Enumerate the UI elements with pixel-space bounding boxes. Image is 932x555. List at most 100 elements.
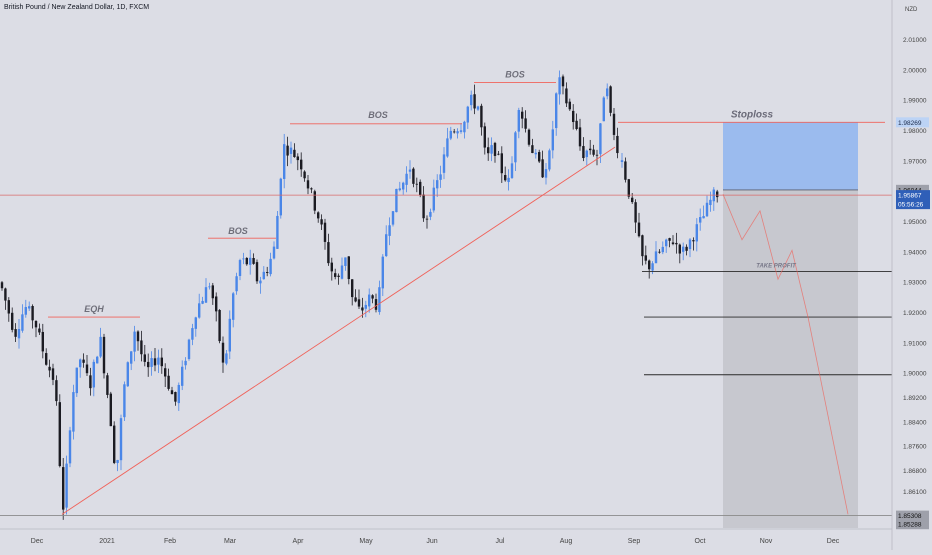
candle-body	[415, 183, 418, 185]
projection-path	[722, 194, 849, 515]
candle-body	[575, 120, 578, 129]
candle-body	[266, 272, 269, 273]
candle-body	[303, 171, 306, 179]
candle-body	[534, 152, 537, 155]
candle-body	[627, 179, 630, 197]
y-tick-label: 1.94000	[903, 249, 927, 256]
price-tag	[896, 510, 929, 521]
candle-body	[330, 262, 333, 272]
candle-body	[551, 129, 554, 151]
candle-body	[637, 222, 641, 237]
candle-body	[99, 336, 102, 357]
price-axis[interactable]	[892, 0, 932, 550]
candle-body	[456, 131, 459, 134]
candle-body	[578, 127, 582, 147]
candle-body	[334, 273, 337, 277]
candle-body	[58, 402, 61, 467]
candle-body	[181, 366, 184, 386]
candle-body	[531, 145, 534, 154]
candle-body	[153, 358, 157, 366]
candle-body	[187, 339, 191, 360]
candle-body	[340, 265, 344, 279]
candle-body	[624, 161, 627, 180]
candle-body	[493, 142, 497, 156]
current-price-label: 1.95867	[898, 193, 922, 200]
candle-body	[126, 362, 129, 387]
candle-body	[609, 86, 612, 113]
bos-label-3: BOS	[505, 70, 525, 80]
candle-body	[572, 110, 575, 123]
candle-body	[490, 145, 493, 154]
candle-body	[136, 331, 140, 342]
candle-body	[616, 135, 619, 154]
candle-body	[62, 467, 65, 510]
take-profit-zone[interactable]	[723, 189, 858, 528]
candle-body	[381, 256, 384, 289]
candle-body	[313, 191, 316, 211]
candle-body	[130, 351, 133, 364]
candle-body	[644, 255, 647, 261]
bos-label-1: BOS	[228, 226, 248, 236]
candle-body	[150, 358, 153, 367]
y-tick-label: 1.86100	[903, 489, 927, 496]
candle-body	[364, 304, 367, 309]
trendline[interactable]	[61, 146, 616, 515]
candle-body	[665, 239, 668, 247]
candle-body	[41, 331, 44, 352]
candle-body	[510, 163, 514, 178]
candle-body	[641, 235, 644, 257]
candle-body	[208, 286, 211, 288]
candle-body	[344, 257, 347, 266]
candle-body	[31, 306, 34, 321]
candle-body	[252, 258, 255, 264]
bos-label-2: BOS	[368, 110, 388, 120]
candle-body	[412, 168, 415, 184]
price-tag	[896, 519, 929, 530]
candle-body	[194, 317, 197, 329]
candle-body	[191, 328, 194, 340]
candle-body	[116, 459, 119, 464]
candle-body	[705, 202, 709, 217]
y-tick-label: 2.00000	[903, 67, 927, 74]
candle-body	[517, 109, 520, 132]
candle-body	[160, 357, 163, 367]
candle-body	[24, 307, 27, 315]
candle-body	[85, 364, 89, 374]
candle-body	[232, 293, 235, 320]
candle-body	[524, 118, 527, 129]
candle-body	[320, 219, 323, 225]
stop-loss-zone[interactable]	[723, 122, 858, 190]
y-tick-label: 1.97000	[903, 158, 927, 165]
candle-body	[272, 246, 276, 259]
candle-body	[65, 463, 68, 508]
candle-body	[695, 224, 698, 242]
candle-body	[405, 173, 408, 185]
candle-body	[211, 285, 214, 299]
candle-body	[259, 280, 262, 284]
candle-body	[351, 279, 354, 298]
candle-body	[96, 356, 99, 364]
x-tick-label: Nov	[760, 538, 773, 545]
candle-body	[289, 147, 293, 154]
candle-body	[487, 147, 490, 154]
candle-body	[385, 234, 388, 257]
candle-body	[463, 121, 466, 133]
candle-body	[668, 238, 671, 241]
currency-label: NZD	[905, 7, 918, 13]
candle-body	[602, 97, 605, 122]
candle-body	[7, 300, 10, 314]
x-tick-label: Aug	[560, 538, 573, 545]
candle-body	[51, 368, 55, 380]
candle-body	[235, 276, 238, 292]
candle-body	[102, 336, 106, 374]
candle-body	[548, 150, 551, 170]
candle-body	[184, 360, 187, 366]
x-tick-label: Dec	[827, 538, 840, 545]
candle-body	[225, 353, 228, 364]
candle-body	[28, 306, 31, 309]
y-tick-label: 1.98000	[903, 128, 927, 135]
candle-body	[123, 384, 126, 418]
candle-body	[68, 430, 72, 464]
